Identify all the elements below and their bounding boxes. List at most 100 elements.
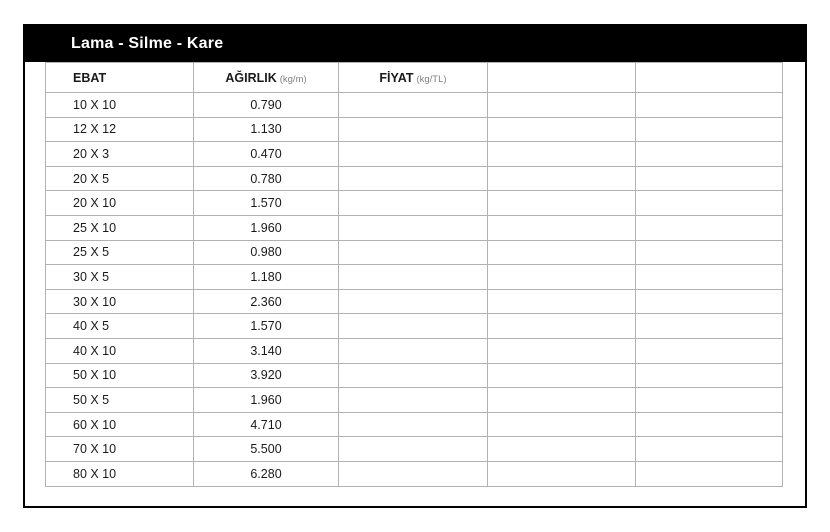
cell-fiyat: [338, 239, 488, 266]
header-ebat-label: EBAT: [73, 70, 107, 85]
cell-extra-1: [487, 288, 636, 315]
table-row: 40 X 10 3.140: [45, 337, 783, 364]
cell-ebat: 40 X 10: [45, 337, 194, 364]
cell-agirlik: 1.960: [193, 387, 339, 413]
price-table: EBAT AĞIRLIK (kg/m) FİYAT (kg/TL): [45, 62, 783, 487]
header-fiyat-label: FİYAT: [379, 70, 414, 85]
price-table-header: EBAT AĞIRLIK (kg/m) FİYAT (kg/TL): [45, 62, 783, 93]
cell-extra-2: [635, 190, 783, 216]
table-row: 40 X 5 1.570: [45, 313, 783, 339]
price-table-body: 10 X 10 0.790 12 X 12 1.130 20 X 3 0.470…: [45, 92, 783, 487]
cell-fiyat: [338, 411, 488, 438]
cell-fiyat: [338, 337, 488, 364]
cell-extra-1: [487, 362, 636, 389]
cell-extra-2: [635, 239, 783, 266]
cell-ebat: 20 X 10: [45, 190, 194, 216]
cell-extra-2: [635, 264, 783, 290]
page-frame: Lama - Silme - Kare EBAT AĞIRLIK (kg/m): [23, 24, 807, 508]
table-row: 30 X 10 2.360: [45, 288, 783, 315]
cell-extra-2: [635, 387, 783, 413]
cell-ebat: 30 X 10: [45, 288, 194, 315]
table-row: 20 X 10 1.570: [45, 190, 783, 216]
cell-agirlik: 0.790: [193, 92, 339, 118]
cell-ebat: 60 X 10: [45, 411, 194, 438]
cell-fiyat: [338, 190, 488, 216]
cell-extra-2: [635, 214, 783, 241]
cell-extra-1: [487, 411, 636, 438]
cell-extra-1: [487, 337, 636, 364]
cell-agirlik: 3.920: [193, 362, 339, 389]
cell-agirlik: 0.780: [193, 165, 339, 192]
cell-extra-1: [487, 264, 636, 290]
table-row: 70 X 10 5.500: [45, 436, 783, 462]
cell-extra-2: [635, 141, 783, 167]
table-row: 25 X 5 0.980: [45, 239, 783, 266]
cell-fiyat: [338, 313, 488, 339]
cell-ebat: 40 X 5: [45, 313, 194, 339]
table-row: 25 X 10 1.960: [45, 214, 783, 241]
cell-extra-2: [635, 337, 783, 364]
table-row: 20 X 5 0.780: [45, 165, 783, 192]
cell-extra-2: [635, 92, 783, 118]
cell-fiyat: [338, 116, 488, 143]
header-extra-2: [635, 62, 783, 93]
cell-extra-1: [487, 239, 636, 266]
cell-fiyat: [338, 460, 488, 487]
header-row: EBAT AĞIRLIK (kg/m) FİYAT (kg/TL): [45, 62, 783, 93]
cell-extra-2: [635, 411, 783, 438]
cell-agirlik: 1.180: [193, 264, 339, 290]
cell-agirlik: 3.140: [193, 337, 339, 364]
cell-extra-2: [635, 362, 783, 389]
cell-extra-1: [487, 165, 636, 192]
cell-agirlik: 5.500: [193, 436, 339, 462]
cell-extra-1: [487, 214, 636, 241]
cell-extra-1: [487, 387, 636, 413]
section-title: Lama - Silme - Kare: [71, 35, 224, 52]
cell-extra-2: [635, 436, 783, 462]
cell-extra-2: [635, 116, 783, 143]
header-ebat: EBAT: [45, 62, 194, 93]
cell-fiyat: [338, 214, 488, 241]
cell-extra-2: [635, 165, 783, 192]
cell-ebat: 25 X 5: [45, 239, 194, 266]
cell-agirlik: 4.710: [193, 411, 339, 438]
cell-ebat: 12 X 12: [45, 116, 194, 143]
header-agirlik-unit: (kg/m): [279, 73, 307, 85]
cell-agirlik: 1.130: [193, 116, 339, 143]
table-row: 30 X 5 1.180: [45, 264, 783, 290]
cell-ebat: 50 X 10: [45, 362, 194, 389]
table-row: 50 X 5 1.960: [45, 387, 783, 413]
table-row: 20 X 3 0.470: [45, 141, 783, 167]
section-title-bar: Lama - Silme - Kare: [25, 26, 805, 62]
header-fiyat-unit: (kg/TL): [416, 73, 447, 85]
table-row: 12 X 12 1.130: [45, 116, 783, 143]
cell-fiyat: [338, 92, 488, 118]
cell-extra-1: [487, 190, 636, 216]
cell-agirlik: 0.470: [193, 141, 339, 167]
cell-ebat: 70 X 10: [45, 436, 194, 462]
cell-fiyat: [338, 288, 488, 315]
cell-extra-1: [487, 460, 636, 487]
cell-fiyat: [338, 387, 488, 413]
header-extra-1: [487, 62, 636, 93]
cell-ebat: 10 X 10: [45, 92, 194, 118]
cell-agirlik: 1.960: [193, 214, 339, 241]
cell-agirlik: 1.570: [193, 313, 339, 339]
cell-fiyat: [338, 141, 488, 167]
table-row: 50 X 10 3.920: [45, 362, 783, 389]
cell-ebat: 25 X 10: [45, 214, 194, 241]
cell-agirlik: 0.980: [193, 239, 339, 266]
header-agirlik: AĞIRLIK (kg/m): [193, 62, 339, 93]
cell-fiyat: [338, 436, 488, 462]
cell-extra-2: [635, 460, 783, 487]
cell-agirlik: 1.570: [193, 190, 339, 216]
header-agirlik-label: AĞIRLIK: [225, 70, 277, 85]
cell-extra-1: [487, 313, 636, 339]
table-row: 10 X 10 0.790: [45, 92, 783, 118]
cell-fiyat: [338, 165, 488, 192]
cell-extra-1: [487, 436, 636, 462]
cell-agirlik: 6.280: [193, 460, 339, 487]
cell-fiyat: [338, 264, 488, 290]
cell-ebat: 20 X 3: [45, 141, 194, 167]
